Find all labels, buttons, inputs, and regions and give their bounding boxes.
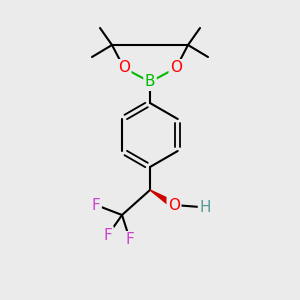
- Text: F: F: [126, 232, 134, 247]
- Text: B: B: [145, 74, 155, 89]
- Text: F: F: [103, 227, 112, 242]
- Text: O: O: [118, 61, 130, 76]
- Polygon shape: [150, 190, 176, 208]
- Text: F: F: [92, 197, 100, 212]
- Text: O: O: [170, 61, 182, 76]
- Text: H: H: [199, 200, 211, 214]
- Text: O: O: [168, 197, 180, 212]
